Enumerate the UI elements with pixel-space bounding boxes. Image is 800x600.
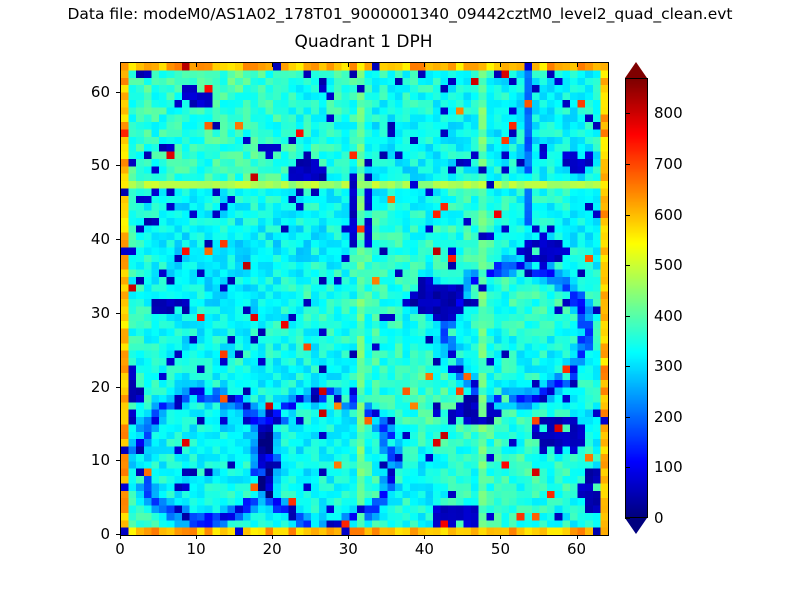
- x-tick-mark-top: [576, 63, 578, 67]
- colorbar-tick-mark: [625, 416, 630, 418]
- x-tick-label: 10: [186, 540, 206, 558]
- figure-suptitle: Data file: modeM0/AS1A02_178T01_90000013…: [67, 5, 733, 23]
- x-tick-mark-top: [120, 63, 121, 67]
- y-tick-label: 30: [90, 303, 110, 322]
- y-tick-label: 0: [100, 525, 110, 543]
- colorbar-tick-mark: [625, 265, 630, 267]
- axes-title: Quadrant 1 DPH: [294, 32, 433, 52]
- x-tick-mark: [576, 535, 578, 539]
- colorbar-tick-label: 0: [654, 509, 664, 527]
- y-tick-mark: [116, 312, 120, 314]
- x-tick-mark-top: [272, 63, 274, 67]
- y-tick-label: 40: [90, 230, 110, 248]
- x-tick-mark: [424, 535, 426, 539]
- x-tick-label: 30: [338, 540, 358, 558]
- colorbar-tick-mark: [625, 214, 630, 216]
- y-tick-mark: [116, 460, 120, 462]
- x-tick-mark: [196, 535, 198, 539]
- y-tick-mark: [116, 386, 120, 388]
- y-tick-mark: [116, 534, 120, 535]
- colorbar-tick-label: 700: [654, 154, 683, 173]
- colorbar-gradient: [625, 78, 648, 518]
- x-tick-label: 50: [490, 540, 511, 558]
- colorbar-tick-mark: [625, 467, 630, 469]
- colorbar-extend-max-arrow: [625, 62, 647, 78]
- y-tick-label: 60: [90, 82, 110, 101]
- x-tick-mark: [500, 535, 502, 539]
- x-tick-label: 40: [414, 540, 434, 558]
- colorbar-tick-mark: [625, 366, 630, 368]
- colorbar-extend-min-arrow: [625, 518, 647, 534]
- y-tick-label: 20: [90, 377, 110, 396]
- colorbar-tick-label: 100: [654, 458, 683, 477]
- colorbar-tick-label: 200: [654, 407, 683, 426]
- x-tick-mark-top: [500, 63, 502, 67]
- colorbar-tick-label: 400: [654, 306, 683, 325]
- colorbar-tick-mark: [625, 518, 630, 519]
- colorbar-tick-label: 500: [654, 256, 683, 275]
- colorbar-tick-label: 600: [654, 205, 683, 224]
- colorbar-tick-label: 300: [654, 357, 683, 376]
- x-tick-mark: [272, 535, 274, 539]
- detector-heatmap-image[interactable]: [121, 63, 608, 535]
- colorbar-canvas: [626, 79, 647, 517]
- colorbar-tick-label: 800: [654, 104, 683, 123]
- y-tick-label: 50: [90, 156, 110, 175]
- x-tick-mark-top: [196, 63, 198, 67]
- y-tick-mark: [116, 91, 120, 93]
- x-tick-label: 60: [567, 540, 587, 558]
- y-tick-mark: [116, 239, 120, 240]
- y-tick-mark: [116, 165, 120, 167]
- x-tick-label: 20: [262, 540, 282, 558]
- x-tick-mark: [348, 535, 350, 539]
- x-tick-mark-top: [348, 63, 350, 67]
- x-tick-mark-top: [424, 63, 426, 67]
- y-tick-label: 10: [90, 451, 110, 470]
- colorbar-tick-mark: [625, 315, 630, 317]
- x-tick-mark: [120, 535, 121, 539]
- x-tick-label: 0: [115, 540, 125, 558]
- colorbar[interactable]: [625, 62, 648, 534]
- colorbar-tick-mark: [625, 163, 630, 165]
- heatmap-axes[interactable]: [120, 62, 609, 536]
- colorbar-tick-mark: [625, 113, 630, 115]
